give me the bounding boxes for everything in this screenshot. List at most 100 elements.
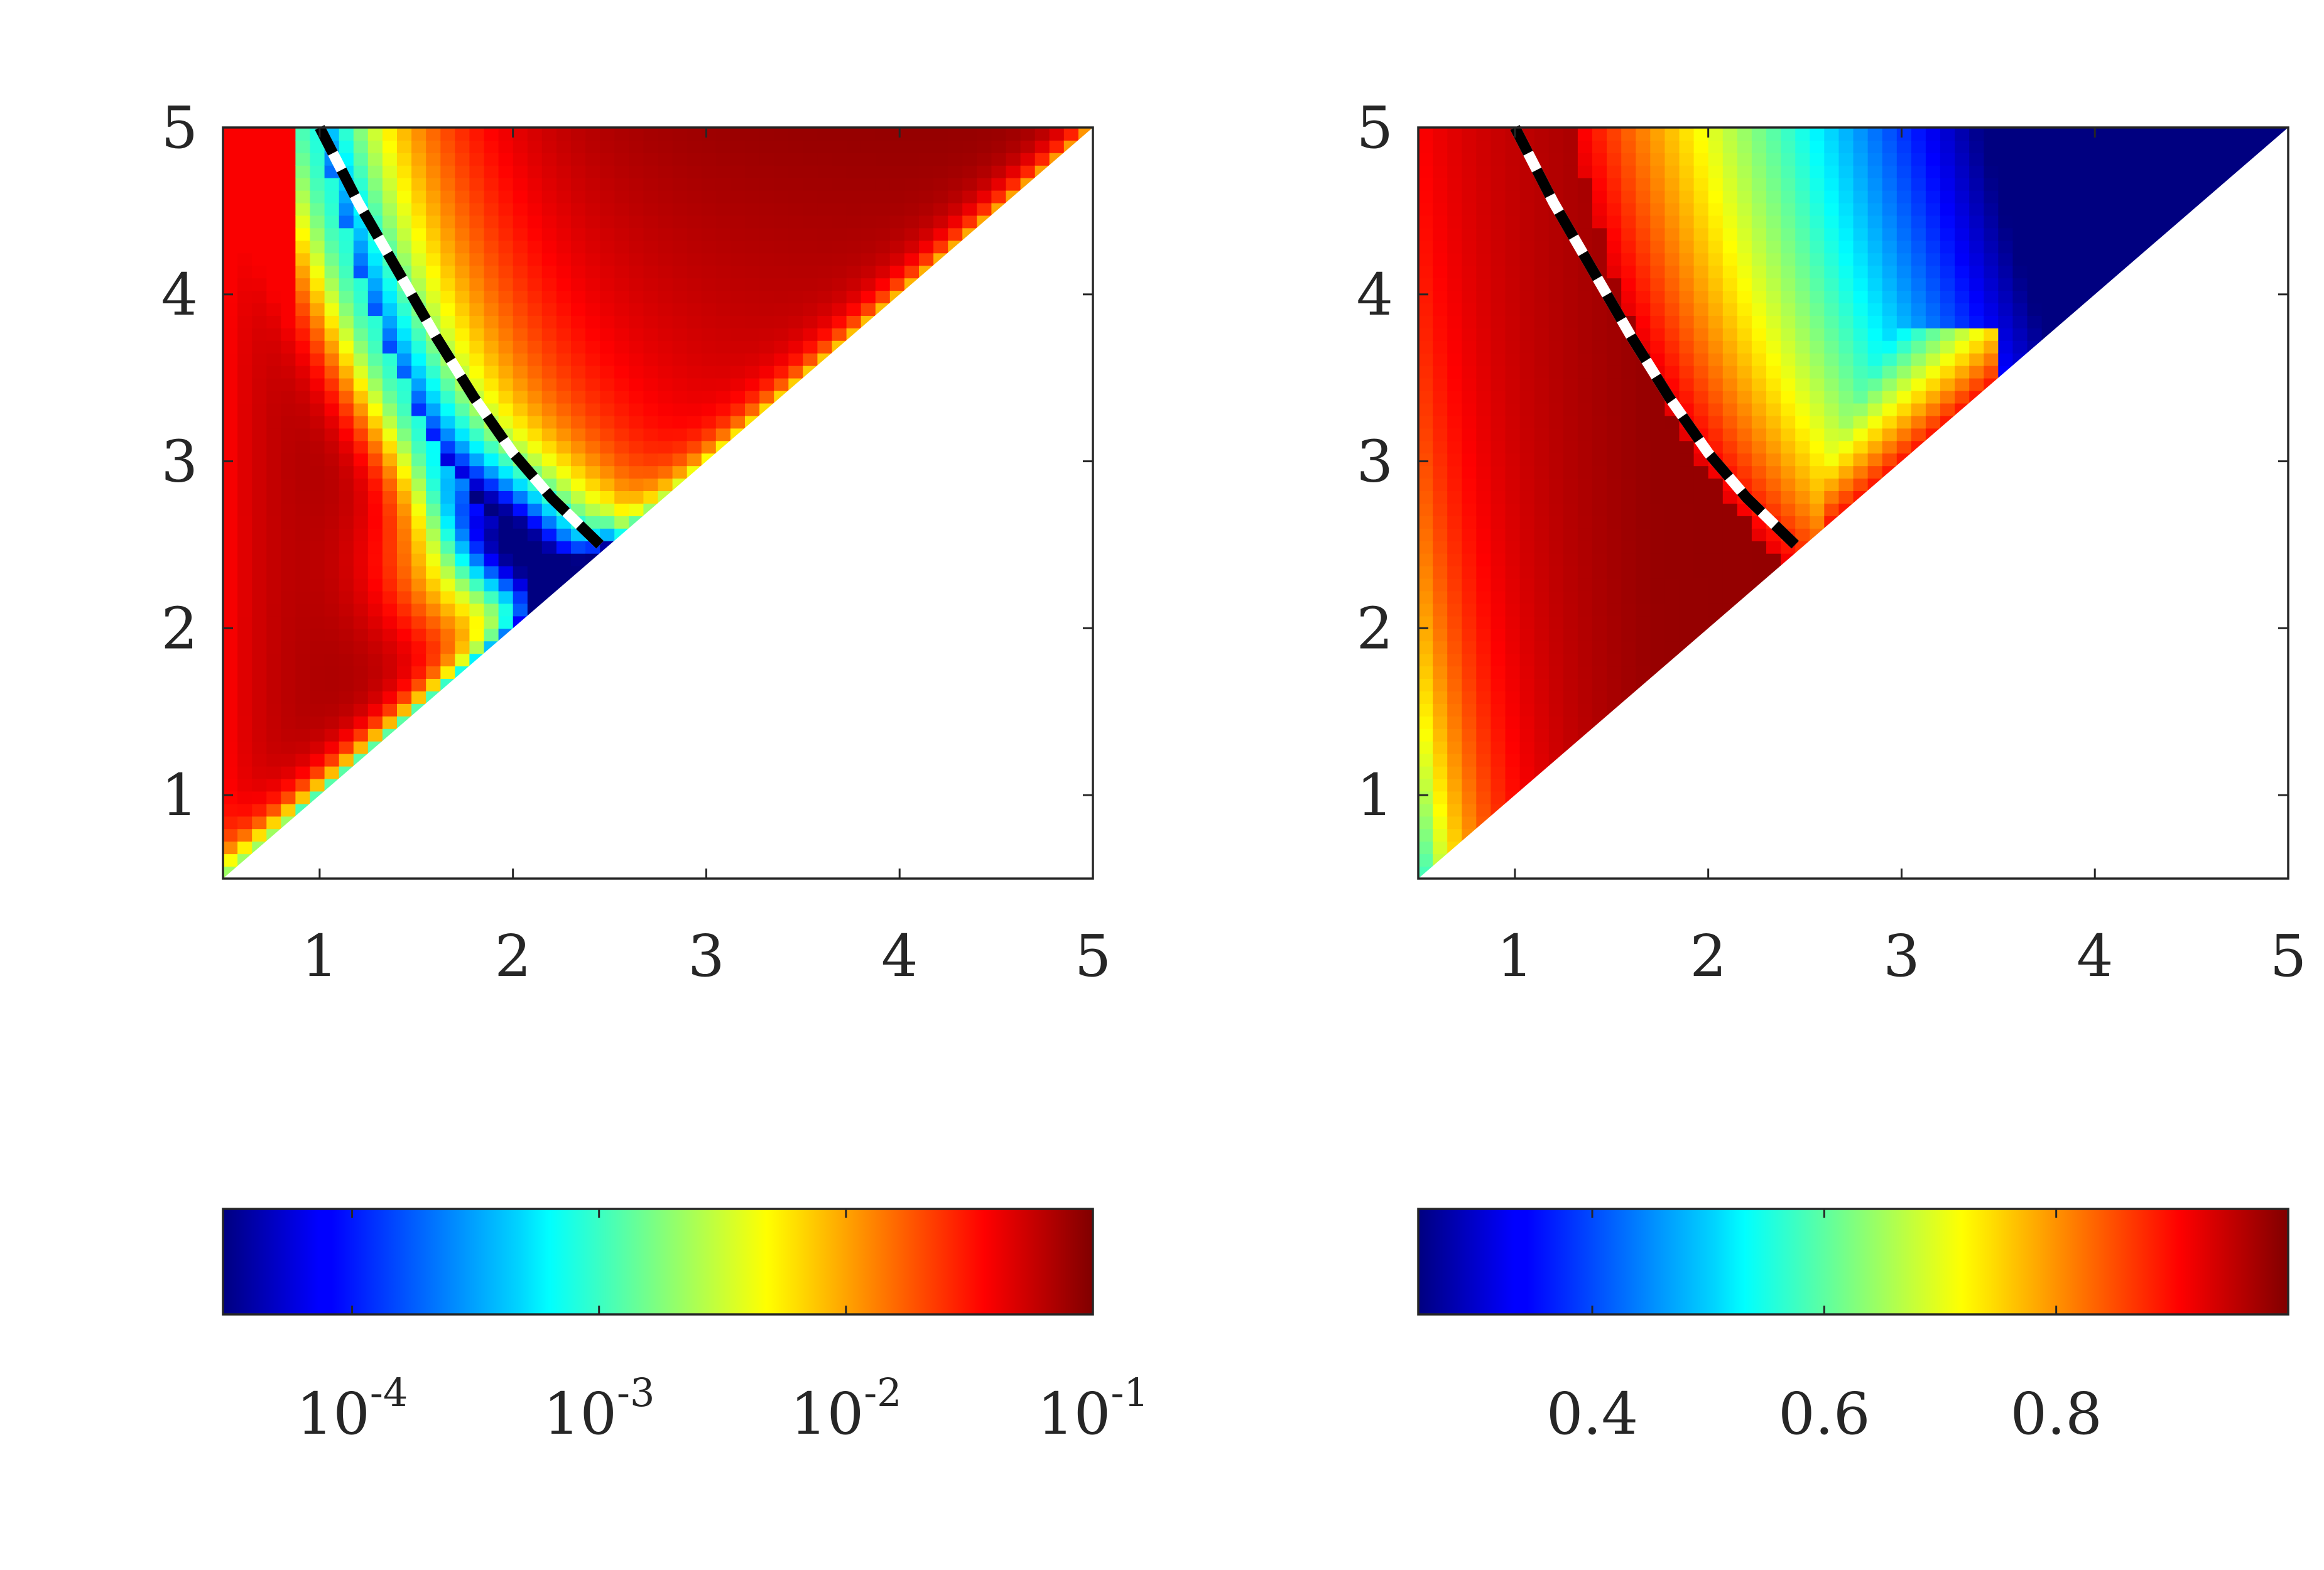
heatmap-cell (803, 127, 818, 141)
heatmap-cell (411, 390, 427, 404)
heatmap-cell (571, 139, 587, 153)
heatmap-cell (1969, 127, 1985, 141)
heatmap-cell (252, 127, 268, 141)
heatmap-cell (223, 478, 239, 491)
heatmap-cell (295, 127, 311, 141)
heatmap-cell (1955, 340, 1970, 354)
heatmap-cell (295, 428, 311, 441)
heatmap-cell (788, 303, 804, 316)
heatmap-cell (353, 327, 369, 341)
heatmap-cell (1737, 377, 1752, 391)
heatmap-cell (672, 240, 688, 254)
heatmap-cell (1650, 227, 1666, 241)
heatmap-cell (1693, 615, 1709, 629)
heatmap-cell (1896, 428, 1912, 441)
heatmap-cell (701, 428, 717, 441)
heatmap-cell (527, 528, 543, 541)
y-tick-label: 1 (1356, 762, 1393, 829)
heatmap-cell (1766, 190, 1782, 203)
heatmap-cell (367, 377, 383, 391)
heatmap-cell (2114, 139, 2130, 153)
heatmap-cell (440, 177, 456, 191)
heatmap-cell (1896, 252, 1912, 266)
heatmap-cell (1766, 227, 1782, 241)
heatmap-cell (2085, 240, 2100, 254)
heatmap-cell (1505, 227, 1521, 241)
heatmap-cell (774, 327, 790, 341)
heatmap-cell (672, 278, 688, 291)
heatmap-cell (339, 590, 354, 604)
heatmap-cell (426, 165, 442, 178)
heatmap-cell (1795, 165, 1811, 178)
heatmap-cell (1476, 515, 1492, 529)
heatmap-cell (498, 303, 514, 316)
heatmap-cell (1737, 415, 1752, 429)
heatmap-cell (1563, 666, 1578, 679)
heatmap-cell (1984, 215, 1999, 229)
heatmap-cell (571, 227, 587, 241)
heatmap-cell (1664, 428, 1680, 441)
heatmap-cell (367, 190, 383, 203)
heatmap-cell (1433, 490, 1448, 504)
heatmap-cell (672, 365, 688, 379)
heatmap-cell (1751, 415, 1767, 429)
heatmap-cell (846, 290, 862, 303)
heatmap-cell (1722, 190, 1738, 203)
heatmap-cell (846, 278, 862, 291)
heatmap-cell (281, 766, 296, 779)
heatmap-cell (1693, 403, 1709, 416)
heatmap-cell (498, 327, 514, 341)
heatmap-cell (1476, 615, 1492, 629)
heatmap-cell (382, 515, 398, 529)
heatmap-cell (788, 278, 804, 291)
heatmap-cell (1621, 177, 1637, 191)
heatmap-cell (2129, 152, 2144, 166)
heatmap-cell (266, 428, 282, 441)
heatmap-cell (1650, 578, 1666, 592)
heatmap-cell (440, 303, 456, 316)
heatmap-cell (832, 165, 847, 178)
colorbar-tick-label: 0.6 (1778, 1380, 1870, 1448)
heatmap-cell (426, 678, 442, 691)
heatmap-cell (411, 641, 427, 654)
heatmap-cell (339, 603, 354, 617)
heatmap-cell (1447, 578, 1463, 592)
heatmap-cell (1940, 352, 1956, 366)
heatmap-cell (687, 340, 702, 354)
heatmap-cell (411, 127, 427, 141)
heatmap-cell (2070, 215, 2086, 229)
heatmap-cell (367, 540, 383, 554)
heatmap-cell (527, 503, 543, 516)
heatmap-cell (2099, 165, 2115, 178)
heatmap-cell (339, 303, 354, 316)
heatmap-cell (614, 177, 630, 191)
heatmap-cell (1722, 590, 1738, 604)
heatmap-cell (2158, 215, 2173, 229)
heatmap-cell (353, 515, 369, 529)
heatmap-cell (832, 290, 847, 303)
heatmap-cell (252, 628, 268, 642)
heatmap-cell (745, 152, 761, 166)
heatmap-cell (1592, 540, 1608, 554)
heatmap-cell (455, 465, 470, 479)
heatmap-cell (1418, 628, 1434, 642)
heatmap-cell (1636, 553, 1651, 566)
heatmap-cell (585, 415, 601, 429)
heatmap-cell (687, 290, 702, 303)
heatmap-cell (1476, 278, 1492, 291)
heatmap-cell (701, 440, 717, 454)
heatmap-cell (1984, 227, 1999, 241)
heatmap-cell (658, 265, 673, 279)
heatmap-cell (223, 603, 239, 617)
heatmap-cell (1447, 352, 1463, 366)
heatmap-cell (919, 190, 935, 203)
heatmap-cell (687, 327, 702, 341)
heatmap-cell (745, 315, 761, 328)
heatmap-cell (353, 252, 369, 266)
heatmap-cell (1636, 465, 1651, 479)
heatmap-cell (861, 227, 876, 241)
heatmap-cell (1925, 415, 1941, 429)
heatmap-cell (1636, 240, 1651, 254)
heatmap-cell (339, 628, 354, 642)
heatmap-cell (701, 290, 717, 303)
